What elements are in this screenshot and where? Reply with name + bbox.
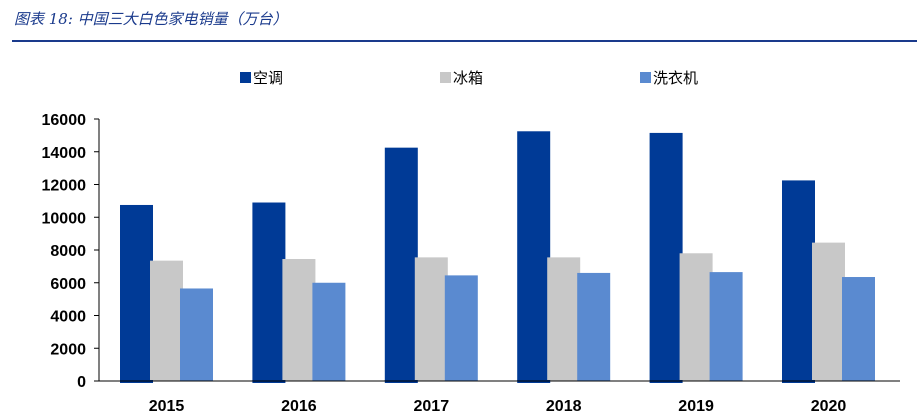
y-tick-label: 14000 — [42, 145, 87, 162]
bar-冰箱-2019 — [679, 253, 713, 381]
bar-洗衣机-2016 — [312, 282, 346, 381]
y-tick-label: 8000 — [50, 243, 86, 260]
x-tick-label: 2015 — [149, 398, 185, 415]
bar-空调-2020 — [782, 180, 815, 381]
y-tick-label: 16000 — [42, 112, 87, 129]
bar-空调-2015 — [120, 204, 153, 381]
y-tick-label: 6000 — [50, 276, 86, 293]
bar-冰箱-2015 — [150, 260, 183, 381]
legend-swatch — [240, 72, 251, 83]
bar-冰箱-2017 — [414, 257, 448, 381]
bar-洗衣机-2017 — [444, 275, 478, 381]
bar-冰箱-2020 — [812, 242, 845, 381]
y-tick-label: 2000 — [50, 341, 86, 358]
x-tick-label: 2019 — [678, 398, 714, 415]
figure-title: 图表 18: 中国三大白色家电销量（万台） — [14, 10, 288, 28]
legend-swatch — [640, 72, 651, 83]
legend-label: 冰箱 — [453, 69, 483, 87]
x-axis: 2015 2016 2017 2018 2019 2020 — [99, 380, 900, 415]
legend-label: 洗衣机 — [653, 69, 698, 87]
bar-空调-2018 — [517, 131, 551, 381]
legend-label: 空调 — [253, 69, 283, 87]
x-tick-label: 2018 — [546, 398, 582, 415]
bar-洗衣机-2015 — [180, 288, 213, 381]
bar-冰箱-2016 — [282, 259, 316, 381]
y-tick-label: 4000 — [50, 309, 86, 326]
x-tick-label: 2016 — [281, 398, 317, 415]
bar-空调-2017 — [384, 147, 418, 381]
bar-洗衣机-2018 — [577, 272, 611, 381]
x-tick-label: 2017 — [414, 398, 450, 415]
y-axis: 0 2000 4000 6000 8000 10000 12000 14000 16000 — [42, 112, 100, 391]
bar-洗衣机-2019 — [709, 272, 743, 381]
bars — [120, 131, 875, 383]
legend-swatch — [440, 72, 451, 83]
chart-legend: 空调 冰箱 洗衣机 — [240, 69, 698, 87]
y-tick-label: 12000 — [42, 178, 87, 195]
bar-冰箱-2018 — [547, 257, 581, 381]
y-tick-label: 10000 — [42, 210, 87, 227]
bar-空调-2019 — [649, 132, 683, 381]
bar-空调-2016 — [252, 202, 286, 381]
x-tick-label: 2020 — [811, 398, 847, 415]
title-divider — [12, 40, 917, 42]
bar-洗衣机-2020 — [842, 277, 875, 381]
y-tick-label: 0 — [77, 374, 86, 391]
